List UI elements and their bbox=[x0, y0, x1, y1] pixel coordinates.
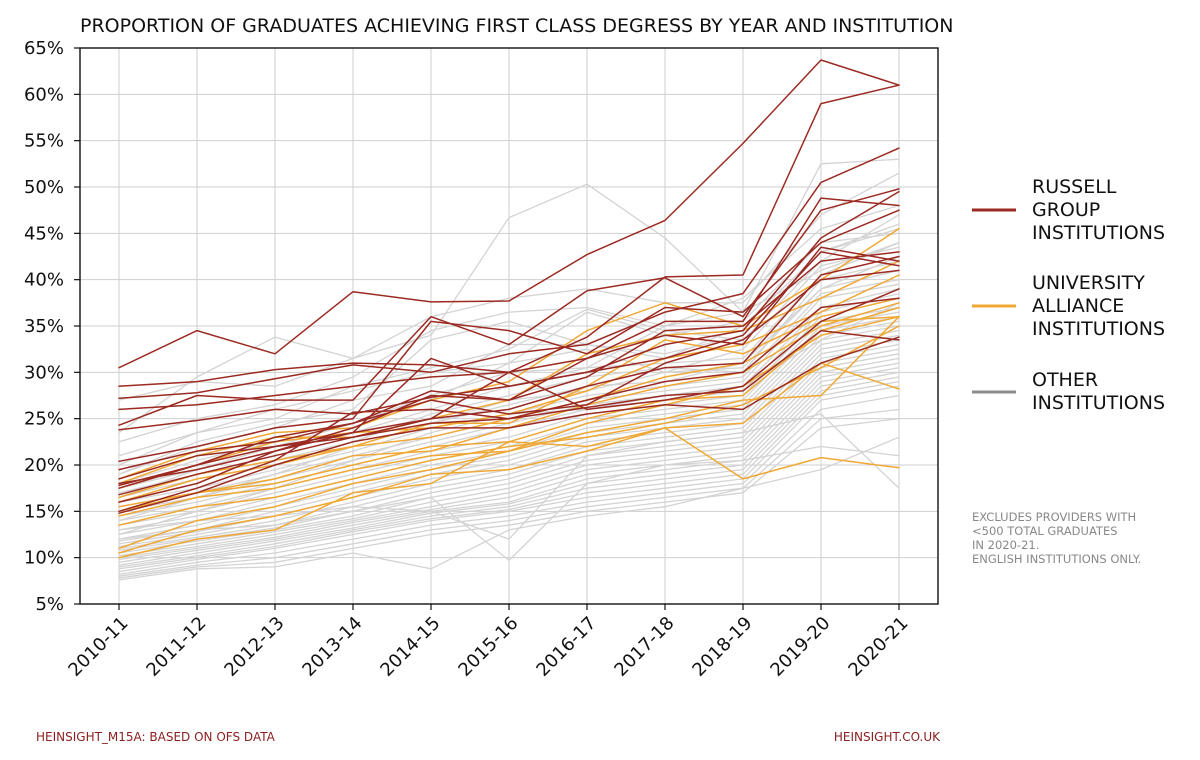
series-line-russell bbox=[118, 336, 900, 514]
series-line-other bbox=[118, 357, 900, 559]
y-tick-label: 35% bbox=[24, 316, 64, 337]
series-line-other bbox=[118, 246, 900, 485]
series-line-russell bbox=[118, 59, 900, 369]
series-line-russell bbox=[118, 188, 900, 426]
series-line-other bbox=[118, 385, 900, 573]
y-tick-label: 20% bbox=[24, 455, 64, 476]
y-tick-label: 45% bbox=[24, 223, 64, 244]
y-tick-label: 50% bbox=[24, 177, 64, 198]
y-tick-label: 30% bbox=[24, 362, 64, 383]
series-line-alliance bbox=[118, 315, 900, 550]
series-line-russell bbox=[118, 209, 900, 463]
series-line-other bbox=[118, 343, 900, 551]
series-line-other bbox=[118, 408, 900, 577]
series-russell-group bbox=[118, 59, 900, 514]
series-line-other bbox=[118, 353, 900, 557]
series-line-other bbox=[118, 436, 900, 581]
series-line-other bbox=[118, 158, 900, 434]
series-line-other bbox=[118, 362, 900, 561]
y-tick-label: 5% bbox=[35, 594, 64, 615]
series-line-russell bbox=[118, 288, 900, 503]
series-line-other bbox=[118, 172, 900, 401]
y-tick-label: 10% bbox=[24, 548, 64, 569]
series-line-other bbox=[118, 371, 900, 566]
series-line-other bbox=[118, 228, 900, 475]
y-tick-label: 40% bbox=[24, 270, 64, 291]
series-line-other bbox=[118, 367, 900, 563]
series-line-other bbox=[118, 445, 900, 562]
y-tick-label: 15% bbox=[24, 501, 64, 522]
series-line-russell bbox=[118, 147, 900, 400]
series-line-russell bbox=[118, 255, 900, 489]
chart-title: PROPORTION OF GRADUATES ACHIEVING FIRST … bbox=[80, 15, 953, 37]
series-line-alliance bbox=[118, 325, 900, 526]
series-line-russell bbox=[118, 269, 900, 487]
legend-label-russell: RUSSELL GROUP INSTITUTIONS bbox=[1032, 176, 1165, 244]
series-line-other bbox=[118, 413, 900, 540]
exclusion-note: EXCLUDES PROVIDERS WITH <500 TOTAL GRADU… bbox=[972, 510, 1141, 566]
footer-site-link[interactable]: HEINSIGHT.CO.UK bbox=[834, 730, 941, 744]
legend: RUSSELL GROUP INSTITUTIONS UNIVERSITY AL… bbox=[972, 176, 1165, 414]
y-axis-ticks: 5% 10% 15% 20% 25% 30% 35% 40% 45% 50% 55% 60% 65% bbox=[24, 38, 80, 615]
series-line-other bbox=[118, 204, 900, 443]
series-line-other bbox=[118, 320, 900, 540]
y-tick-label: 25% bbox=[24, 409, 64, 430]
series-line-russell bbox=[118, 251, 900, 480]
series-line-alliance bbox=[118, 297, 900, 499]
series-line-other bbox=[118, 380, 900, 570]
series-line-russell bbox=[118, 251, 900, 485]
legend-label-alliance: UNIVERSITY ALLIANCE INSTITUTIONS bbox=[1032, 272, 1165, 340]
y-tick-label: 65% bbox=[24, 38, 64, 59]
series-line-alliance bbox=[118, 427, 900, 559]
series-line-alliance bbox=[118, 227, 900, 480]
series-line-other bbox=[118, 214, 900, 457]
series-line-other bbox=[118, 394, 900, 575]
series-line-other bbox=[118, 376, 900, 568]
series-line-alliance bbox=[118, 362, 900, 554]
series-line-other bbox=[118, 339, 900, 550]
y-tick-label: 55% bbox=[24, 131, 64, 152]
footer-source: HEINSIGHT_M15A: BASED ON OFS DATA bbox=[36, 730, 276, 744]
series-line-russell bbox=[118, 329, 900, 513]
legend-label-other: OTHER INSTITUTIONS bbox=[1032, 369, 1165, 414]
y-tick-label: 60% bbox=[24, 84, 64, 105]
